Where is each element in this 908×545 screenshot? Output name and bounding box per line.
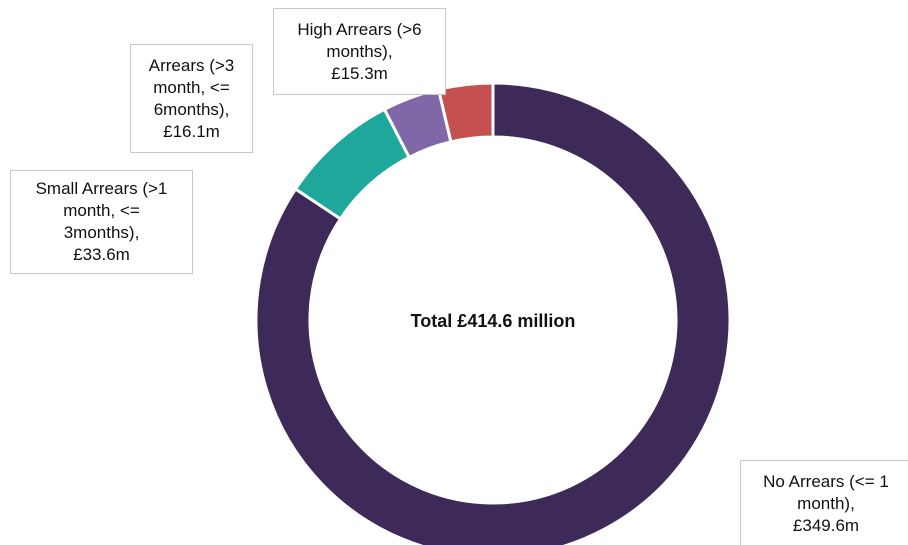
data-label-line: months), <box>326 41 393 61</box>
center-total-label: Total £414.6 million <box>411 311 576 331</box>
data-label-line: month), <box>797 494 855 513</box>
slice-no-arrears <box>254 81 732 545</box>
data-label-line: £33.6m <box>73 245 130 264</box>
data-label-line: £16.1m <box>163 121 220 141</box>
data-label-line: £15.3m <box>331 63 388 83</box>
data-label-line: month, <= <box>153 77 230 97</box>
slice-group <box>254 81 732 545</box>
data-label-line: Small Arrears (>1 <box>35 179 168 198</box>
slice-high-arrears <box>436 81 495 144</box>
data-label-no-arrears: No Arrears (<= 1 month), £349.6m <box>740 460 908 545</box>
data-label-high-arrears: High Arrears (>6 months), £15.3m <box>273 8 446 95</box>
data-label-small-arrears: Small Arrears (>1 month, <= 3months), £3… <box>10 170 193 274</box>
data-label-line: High Arrears (>6 <box>297 19 422 39</box>
data-label-line: 6months), <box>153 99 230 119</box>
data-label-line: £349.6m <box>792 516 860 535</box>
data-label-line: 3months), <box>63 223 140 242</box>
data-label-line: Arrears (>3 <box>148 55 235 75</box>
data-label-line: month, <= <box>63 201 140 220</box>
data-label-line: No Arrears (<= 1 <box>763 472 889 491</box>
data-label-arrears: Arrears (>3 month, <= 6months), £16.1m <box>130 44 253 153</box>
